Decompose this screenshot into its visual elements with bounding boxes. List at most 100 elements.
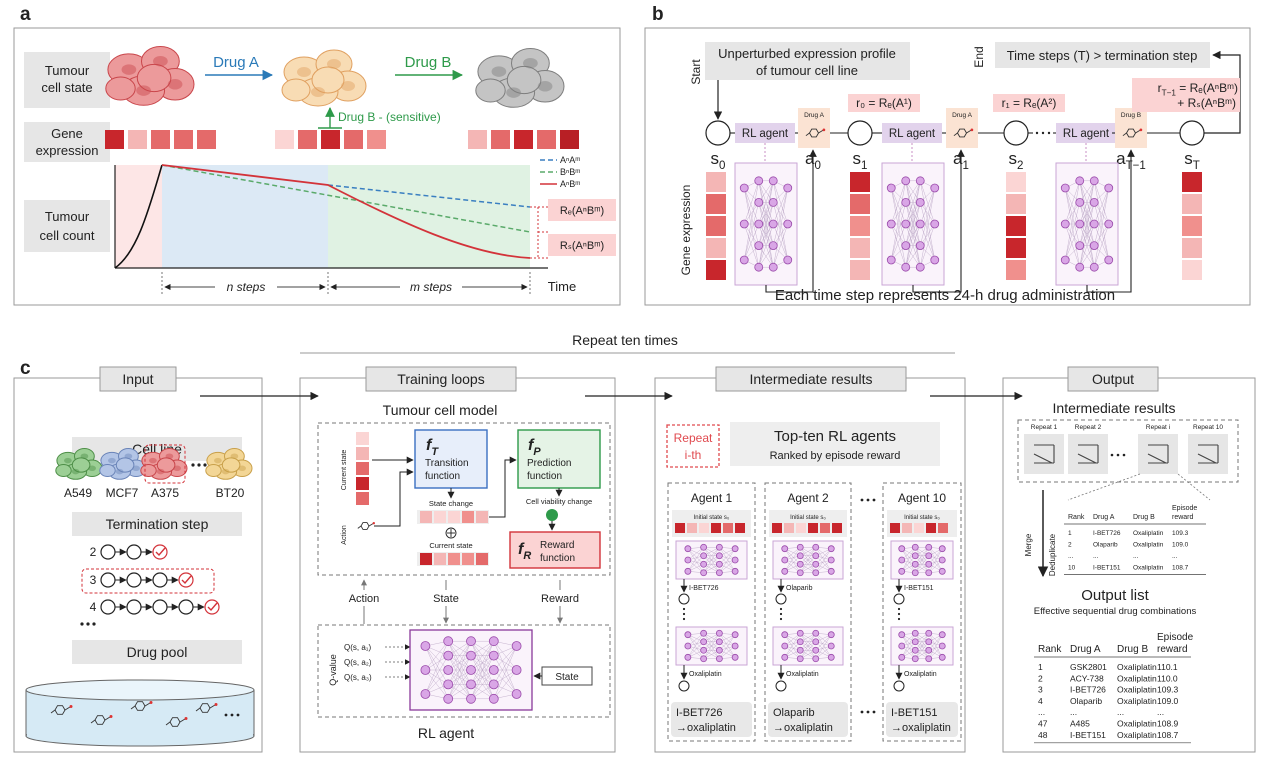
nucleus bbox=[64, 457, 72, 464]
expression-square bbox=[105, 130, 124, 149]
nn-neuron bbox=[1060, 255, 1070, 265]
table-cell: 109.0 bbox=[1157, 696, 1179, 706]
node bbox=[152, 544, 168, 560]
nn-edge bbox=[905, 223, 921, 268]
table-cell: 47 bbox=[1038, 719, 1048, 729]
title-box bbox=[730, 422, 940, 466]
nn-edge bbox=[687, 634, 704, 651]
table-cell: 1 bbox=[1068, 530, 1072, 537]
nn-edge bbox=[1094, 187, 1109, 225]
label: Repeat 10 bbox=[1193, 424, 1223, 431]
nn-edge bbox=[891, 187, 906, 246]
nn-neuron bbox=[925, 629, 933, 637]
label-base: s bbox=[711, 149, 720, 168]
label: State bbox=[555, 672, 579, 683]
molecule-bond bbox=[368, 523, 374, 527]
cell bbox=[506, 65, 542, 95]
expression-square bbox=[772, 523, 782, 533]
nn-edge bbox=[744, 223, 759, 261]
label: 2 bbox=[90, 545, 97, 559]
label: i-th bbox=[685, 448, 702, 462]
nn-neuron bbox=[754, 176, 764, 186]
nn-neuron bbox=[827, 653, 835, 661]
cell bbox=[281, 78, 311, 102]
nn-neuron bbox=[420, 689, 431, 699]
nn-edge bbox=[815, 634, 832, 659]
table-header: Drug B bbox=[1117, 644, 1148, 655]
node bbox=[678, 680, 690, 692]
nucleus bbox=[71, 468, 80, 475]
cell bbox=[205, 463, 222, 478]
nn-edge bbox=[901, 633, 916, 658]
label: function bbox=[540, 553, 575, 564]
molecule-bond bbox=[818, 129, 824, 134]
label: Drug B bbox=[1121, 112, 1141, 119]
molecule-atom bbox=[372, 522, 375, 525]
nn-edge bbox=[493, 655, 517, 695]
nn-edge bbox=[425, 669, 449, 695]
node bbox=[893, 593, 905, 605]
nn-neuron bbox=[684, 653, 692, 661]
ellipsis-dot bbox=[1041, 131, 1045, 135]
table-header: Drug A bbox=[1093, 514, 1115, 521]
label: cell count bbox=[40, 228, 95, 243]
nn-neuron bbox=[420, 665, 431, 675]
ellipsis-dot bbox=[779, 617, 783, 621]
nn-neuron bbox=[812, 638, 820, 646]
nn-neuron bbox=[466, 693, 476, 704]
nn-neuron bbox=[443, 693, 454, 704]
symbol-label: s1 bbox=[853, 149, 868, 172]
expression-square bbox=[890, 523, 900, 533]
nn-edge bbox=[901, 641, 916, 658]
label: Drug B - (sensitive) bbox=[338, 110, 441, 124]
nn-edge bbox=[448, 655, 472, 699]
table-cell: 109.3 bbox=[1172, 530, 1189, 537]
node bbox=[152, 599, 168, 615]
label: Repeat 1 bbox=[1031, 424, 1058, 431]
connector bbox=[374, 468, 414, 527]
expression-square bbox=[706, 194, 726, 214]
nn-edge bbox=[915, 547, 929, 565]
table-cell: Oxaliplatin bbox=[1133, 565, 1164, 572]
result-box bbox=[886, 702, 958, 737]
agent-column bbox=[764, 482, 852, 742]
table-cell: GSK2801 bbox=[1070, 662, 1107, 672]
label: r₁ = Rₑ(A²) bbox=[1002, 96, 1057, 110]
nn-edge bbox=[719, 634, 736, 651]
ellipsis-dot bbox=[682, 612, 686, 616]
table-cell: 109.0 bbox=[1172, 542, 1189, 549]
nn-neuron bbox=[466, 679, 476, 690]
nucleus bbox=[124, 453, 133, 459]
nucleus bbox=[149, 457, 157, 464]
expression-square bbox=[356, 432, 369, 445]
nn-edge bbox=[815, 548, 832, 565]
legend-label: BⁿBᵐ bbox=[560, 167, 580, 177]
result-box bbox=[768, 702, 848, 737]
nn-neuron bbox=[731, 567, 739, 575]
nucleus bbox=[132, 465, 140, 472]
nn-neuron bbox=[1104, 183, 1114, 193]
nn-edge bbox=[1079, 180, 1095, 268]
expression-square bbox=[832, 523, 842, 533]
ellipsis-dot bbox=[1122, 453, 1126, 457]
expression-square bbox=[687, 523, 697, 533]
list-icon bbox=[1197, 444, 1219, 464]
nn-neuron bbox=[915, 197, 925, 207]
table-cell: 110.1 bbox=[1157, 662, 1178, 672]
table-cell: Olaparib bbox=[1093, 542, 1118, 549]
nucleus bbox=[167, 79, 183, 90]
label: →oxaliplatin bbox=[676, 722, 736, 734]
reward-box bbox=[548, 234, 616, 256]
label-base: s bbox=[853, 149, 862, 168]
molecule-atom bbox=[822, 128, 826, 132]
reward-box bbox=[848, 94, 920, 112]
nn-edge bbox=[773, 223, 788, 261]
curve-aa bbox=[327, 184, 531, 208]
table-cell: 4 bbox=[1038, 696, 1043, 706]
nn-edge bbox=[744, 187, 759, 268]
ellipsis-dot bbox=[860, 498, 864, 502]
table-cell: Oxaliplatin bbox=[1117, 685, 1157, 695]
nn-edge bbox=[493, 641, 517, 671]
label: I-BET726 bbox=[676, 707, 722, 719]
